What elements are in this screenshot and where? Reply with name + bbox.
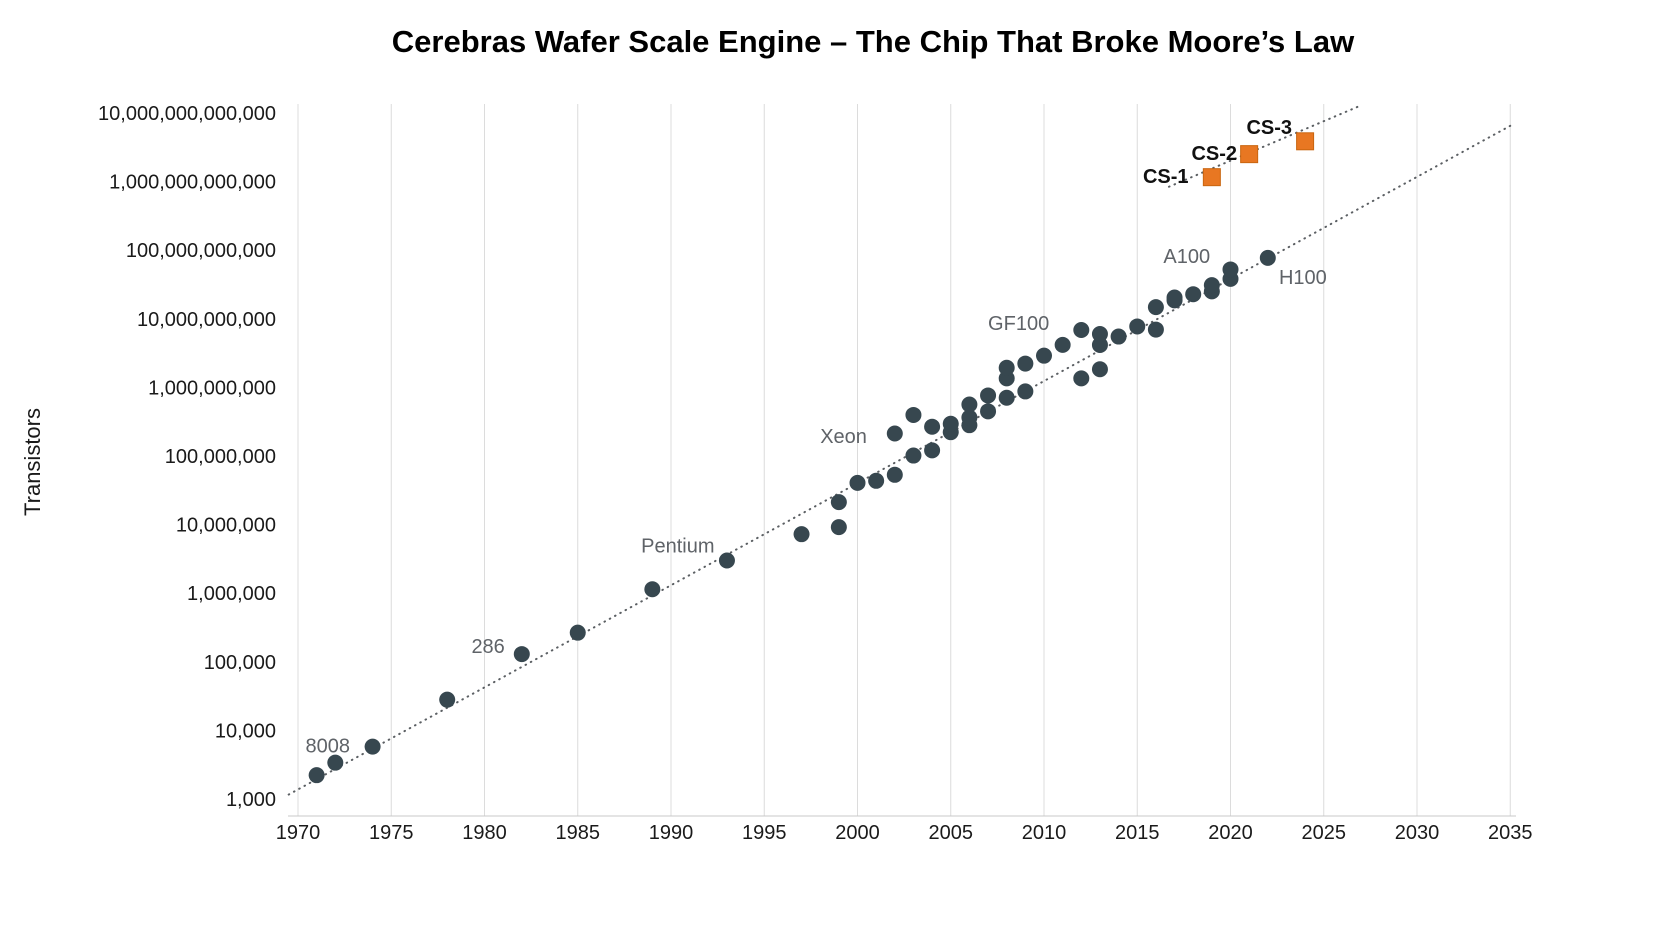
processor-point — [1222, 261, 1239, 278]
processor-point — [980, 403, 997, 420]
plot-area: 8008 286 Pentium Xeon GF100 A100 H100 CS-1CS-2 C… — [98, 103, 1532, 844]
x-tick-label: 2015 — [1115, 822, 1160, 844]
processor-point — [886, 466, 903, 483]
x-tick-label: 2025 — [1302, 822, 1347, 844]
processor-point — [439, 691, 456, 708]
processor-point — [998, 389, 1015, 406]
y-tick-label: 1,000,000,000 — [148, 377, 276, 399]
y-tick-label: 1,000,000,000,000 — [109, 172, 276, 194]
chart-title: Cerebras Wafer Scale Engine – The Chip T… — [392, 24, 1355, 59]
processor-point — [1147, 321, 1164, 338]
processor-point — [980, 387, 997, 404]
processor-point — [644, 581, 661, 598]
processor-point — [868, 472, 885, 489]
processor-point — [905, 406, 922, 423]
processor-point — [1259, 249, 1276, 266]
processor-point — [961, 396, 978, 413]
x-tick-label: 2020 — [1208, 822, 1253, 844]
x-tick-label: 2000 — [835, 822, 880, 844]
x-tick-label: 1975 — [369, 822, 414, 844]
x-tick-label: 1990 — [649, 822, 694, 844]
processor-point — [793, 526, 810, 543]
processor-point — [961, 409, 978, 426]
processor-point — [924, 442, 941, 459]
processor-point — [1017, 383, 1034, 400]
cerebras-trendline — [1167, 105, 1361, 188]
annotation-a100: A100 — [1163, 246, 1210, 268]
cerebras-point — [1296, 132, 1315, 151]
annotation-cs-1: CS-1 — [1143, 166, 1189, 188]
y-tick-label: 10,000,000,000 — [137, 309, 276, 331]
processor-point — [1073, 322, 1090, 339]
processor-point — [327, 754, 344, 771]
processor-point — [1203, 277, 1220, 294]
x-tick-label: 1980 — [462, 822, 507, 844]
annotation-xeon: Xeon — [820, 426, 867, 448]
y-tick-label: 100,000,000 — [165, 446, 276, 468]
processor-point — [886, 425, 903, 442]
processor-point — [1091, 361, 1108, 378]
processor-point — [1166, 289, 1183, 306]
processor-point — [998, 359, 1015, 376]
x-tick-label: 2030 — [1395, 822, 1440, 844]
y-tick-label: 10,000,000 — [176, 515, 276, 537]
processor-point — [924, 418, 941, 435]
annotation-cs-2: CS-2 — [1191, 143, 1237, 165]
annotation-gf100: GF100 — [988, 313, 1049, 335]
x-tick-label: 1985 — [556, 822, 601, 844]
processor-point — [1129, 318, 1146, 335]
x-tick-label: 2005 — [929, 822, 974, 844]
moores-law-trendline — [287, 122, 1515, 796]
annotation-pentium: Pentium — [641, 535, 714, 557]
processor-point — [1091, 326, 1108, 343]
y-axis-title: Transistors — [20, 408, 45, 516]
cerebras-point — [1202, 168, 1221, 187]
annotation-h100: H100 — [1279, 267, 1327, 289]
x-tick-label: 2035 — [1488, 822, 1533, 844]
y-tick-label: 1,000,000 — [187, 583, 276, 605]
processor-point — [1073, 370, 1090, 387]
y-tick-label: 100,000,000,000 — [126, 240, 276, 262]
processor-point — [905, 447, 922, 464]
x-tick-label: 2010 — [1022, 822, 1067, 844]
annotation-286: 286 — [471, 636, 504, 658]
processor-point — [1185, 286, 1202, 303]
processor-point — [569, 624, 586, 641]
cerebras-point — [1240, 145, 1259, 164]
annotation-8008: 8008 — [305, 736, 350, 758]
processor-point — [942, 415, 959, 432]
x-tick-label: 1970 — [276, 822, 321, 844]
processor-point — [364, 738, 381, 755]
processor-point — [849, 474, 866, 491]
y-tick-label: 100,000 — [204, 652, 276, 674]
y-tick-label: 10,000 — [215, 720, 276, 742]
annotation-cs-3: CS-3 — [1246, 117, 1292, 139]
processor-point — [513, 646, 530, 663]
processor-point — [308, 767, 325, 784]
y-tick-label: 10,000,000,000,000 — [98, 103, 276, 125]
processor-point — [830, 494, 847, 511]
y-tick-label: 1,000 — [226, 789, 276, 811]
processor-point — [1036, 347, 1052, 364]
x-tick-label: 1995 — [742, 822, 787, 844]
processor-point — [1110, 328, 1127, 345]
processor-point — [1054, 336, 1071, 353]
processor-point — [1147, 299, 1164, 316]
processor-point — [718, 552, 735, 569]
processor-point — [1017, 355, 1034, 372]
processor-point — [830, 519, 847, 536]
